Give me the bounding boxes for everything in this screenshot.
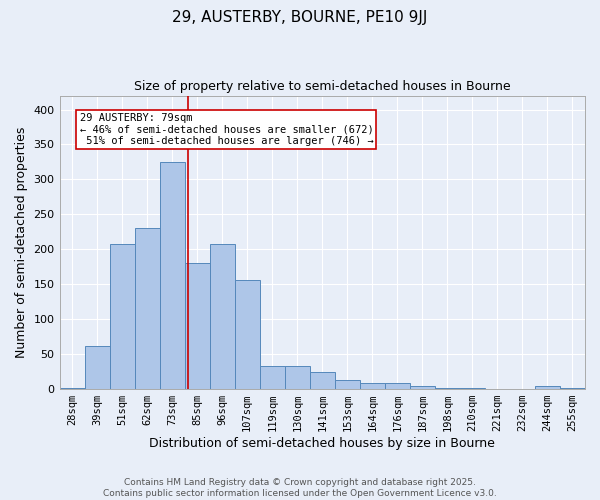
Bar [209, 244, 235, 389]
Y-axis label: Number of semi-detached properties: Number of semi-detached properties [15, 126, 28, 358]
Bar [160, 162, 185, 389]
X-axis label: Distribution of semi-detached houses by size in Bourne: Distribution of semi-detached houses by … [149, 437, 495, 450]
Bar [535, 386, 560, 389]
Bar [235, 280, 260, 389]
Bar [134, 228, 160, 389]
Bar [185, 262, 209, 389]
Bar [85, 346, 110, 389]
Bar [59, 388, 85, 389]
Bar [260, 366, 285, 389]
Text: 29 AUSTERBY: 79sqm
← 46% of semi-detached houses are smaller (672)
 51% of semi-: 29 AUSTERBY: 79sqm ← 46% of semi-detache… [80, 113, 373, 146]
Bar [460, 388, 485, 389]
Bar [410, 386, 435, 389]
Bar [560, 388, 585, 389]
Bar [360, 383, 385, 389]
Bar [310, 372, 335, 389]
Bar [110, 244, 134, 389]
Bar [285, 366, 310, 389]
Bar [435, 388, 460, 389]
Bar [385, 383, 410, 389]
Title: Size of property relative to semi-detached houses in Bourne: Size of property relative to semi-detach… [134, 80, 511, 93]
Bar [335, 380, 360, 389]
Text: Contains HM Land Registry data © Crown copyright and database right 2025.
Contai: Contains HM Land Registry data © Crown c… [103, 478, 497, 498]
Text: 29, AUSTERBY, BOURNE, PE10 9JJ: 29, AUSTERBY, BOURNE, PE10 9JJ [172, 10, 428, 25]
